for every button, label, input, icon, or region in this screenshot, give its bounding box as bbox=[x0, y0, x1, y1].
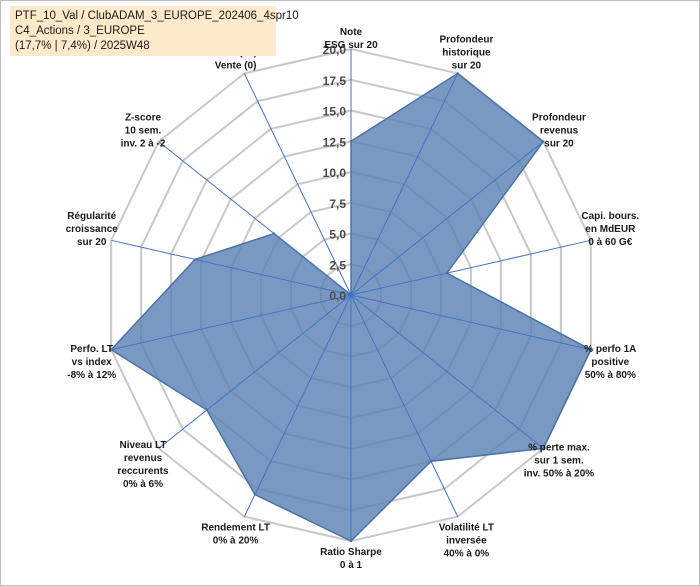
title-line-1: PTF_10_Val / ClubADAM_3_EUROPE_202406_4s… bbox=[15, 10, 299, 22]
axis-label-1: Profondeur historique sur 20 bbox=[439, 34, 493, 71]
title-line-3: (17,7% | 7,4%) / 2025W48 bbox=[15, 40, 150, 52]
axis-label-2-line-1: revenus bbox=[540, 125, 579, 136]
spoke-13 bbox=[243, 73, 352, 296]
axis-label-0-line-0: Note bbox=[340, 27, 363, 38]
axis-label-4-line-1: positive bbox=[591, 357, 629, 368]
axis-label-7: Ratio Sharpe 0 à 1 bbox=[320, 547, 382, 571]
tick-label-7: 17,5 bbox=[323, 74, 347, 88]
spoke-4 bbox=[350, 294, 591, 351]
axis-label-10: Perfo. LT vs index -8% à 12% bbox=[67, 344, 116, 381]
axis-label-4-line-0: % perfo 1A bbox=[584, 344, 636, 355]
data-point-9 bbox=[205, 408, 208, 412]
axis-label-0: Note ESG sur 20 bbox=[324, 27, 378, 51]
axis-label-1-line-0: Profondeur bbox=[439, 34, 493, 45]
axis-label-1-line-2: sur 20 bbox=[452, 60, 482, 71]
data-point-7 bbox=[349, 539, 353, 543]
title-line-2: C4_Actions / 3_EUROPE bbox=[15, 25, 145, 37]
axis-label-3-line-1: en MdEUR bbox=[585, 224, 636, 235]
tick-label-1: 2,5 bbox=[329, 258, 346, 272]
spoke-9 bbox=[158, 294, 352, 449]
axis-label-10-line-1: vs index bbox=[72, 357, 112, 368]
axis-label-9-line-2: reccurents bbox=[117, 466, 169, 477]
axis-label-12-line-0: Z-score bbox=[125, 112, 162, 123]
axis-label-9: Niveau LT revenus reccurents 0% à 6% bbox=[117, 440, 169, 490]
spoke-11 bbox=[111, 239, 352, 296]
axis-label-2-line-2: sur 20 bbox=[544, 138, 574, 149]
data-point-12 bbox=[272, 232, 276, 235]
tick-label-8: 20,0 bbox=[323, 43, 347, 57]
axis-label-11: Régularité croissance sur 20 bbox=[66, 211, 119, 248]
spoke-3 bbox=[350, 239, 591, 296]
data-point-4 bbox=[589, 348, 592, 351]
axis-label-2: Profondeur revenus sur 20 bbox=[532, 112, 586, 149]
axis-label-9-line-1: revenus bbox=[124, 453, 163, 464]
axis-label-11-line-1: croissance bbox=[66, 224, 119, 235]
spoke-2 bbox=[350, 141, 544, 296]
data-point-8 bbox=[253, 493, 257, 496]
axis-label-8-line-0: Rendement LT bbox=[201, 523, 270, 534]
axis-label-3-line-0: Capi. bours. bbox=[581, 211, 639, 222]
axis-label-12-line-1: 10 sem. bbox=[125, 125, 162, 136]
axis-label-0-line-1: ESG sur 20 bbox=[324, 40, 378, 51]
axis-label-5-line-0: % perte max. bbox=[528, 443, 590, 454]
chart-title-box: PTF_10_Val / ClubADAM_3_EUROPE_202406_4s… bbox=[10, 6, 299, 56]
axis-label-10-line-2: -8% à 12% bbox=[67, 370, 116, 381]
axis-label-3-line-2: 0 à 60 G€ bbox=[588, 237, 632, 248]
axis-label-5: % perte max. sur 1 sem. inv. 50% à 20% bbox=[524, 443, 595, 480]
axis-label-7-line-1: 0 à 1 bbox=[340, 560, 363, 571]
data-point-2 bbox=[542, 140, 545, 143]
axis-label-4-line-2: 50% à 80% bbox=[585, 370, 636, 381]
axis-label-10-line-0: Perfo. LT bbox=[70, 344, 113, 355]
data-point-11 bbox=[193, 258, 197, 261]
axis-label-11-line-2: sur 20 bbox=[77, 237, 107, 248]
axis-label-6: Volatilité LT inversée 40% à 0% bbox=[439, 523, 494, 560]
axis-label-6-line-0: Volatilité LT bbox=[439, 523, 494, 534]
axis-label-13-line-2: Vente (0) bbox=[215, 60, 257, 71]
data-point-13 bbox=[349, 293, 353, 297]
data-point-3 bbox=[445, 271, 449, 275]
tick-label-6: 15,0 bbox=[323, 105, 347, 119]
data-point-0 bbox=[349, 140, 353, 143]
spoke-1 bbox=[350, 73, 459, 296]
tick-label-0: 0,0 bbox=[329, 289, 346, 303]
axis-label-3: Capi. bours. en MdEUR 0 à 60 G€ bbox=[581, 211, 639, 248]
axis-label-9-line-0: Niveau LT bbox=[119, 440, 166, 451]
axis-label-8: Rendement LT 0% à 20% bbox=[201, 523, 270, 547]
spoke-12 bbox=[158, 141, 352, 296]
tick-label-3: 7,5 bbox=[329, 197, 346, 211]
axis-label-11-line-0: Régularité bbox=[67, 211, 116, 222]
axis-label-12-line-2: inv. 2 à -2 bbox=[121, 138, 166, 149]
tick-label-2: 5,0 bbox=[329, 228, 346, 242]
axis-label-12: Z-score 10 sem. inv. 2 à -2 bbox=[121, 112, 166, 149]
tick-label-4: 10,0 bbox=[323, 166, 347, 180]
axis-label-2-line-0: Profondeur bbox=[532, 112, 586, 123]
axis-label-8-line-1: 0% à 20% bbox=[213, 536, 259, 547]
axis-label-4: % perfo 1A positive 50% à 80% bbox=[584, 344, 636, 381]
data-point-1 bbox=[456, 72, 459, 75]
data-point-5 bbox=[542, 447, 545, 450]
data-point-10 bbox=[110, 348, 113, 351]
axis-label-5-line-2: inv. 50% à 20% bbox=[524, 469, 595, 480]
spoke-8 bbox=[243, 294, 352, 517]
data-point-6 bbox=[429, 460, 433, 463]
axis-label-9-line-3: 0% à 6% bbox=[123, 479, 163, 490]
spoke-10 bbox=[111, 294, 352, 351]
axis-label-7-line-0: Ratio Sharpe bbox=[320, 547, 382, 558]
spoke-6 bbox=[350, 294, 459, 517]
axis-label-6-line-1: inversée bbox=[446, 536, 487, 547]
tick-label-5: 12,5 bbox=[323, 135, 347, 149]
axis-label-5-line-1: sur 1 sem. bbox=[534, 456, 584, 467]
spoke-5 bbox=[350, 294, 544, 449]
axis-label-6-line-2: 40% à 0% bbox=[444, 549, 490, 560]
axis-label-1-line-1: historique bbox=[442, 47, 491, 58]
